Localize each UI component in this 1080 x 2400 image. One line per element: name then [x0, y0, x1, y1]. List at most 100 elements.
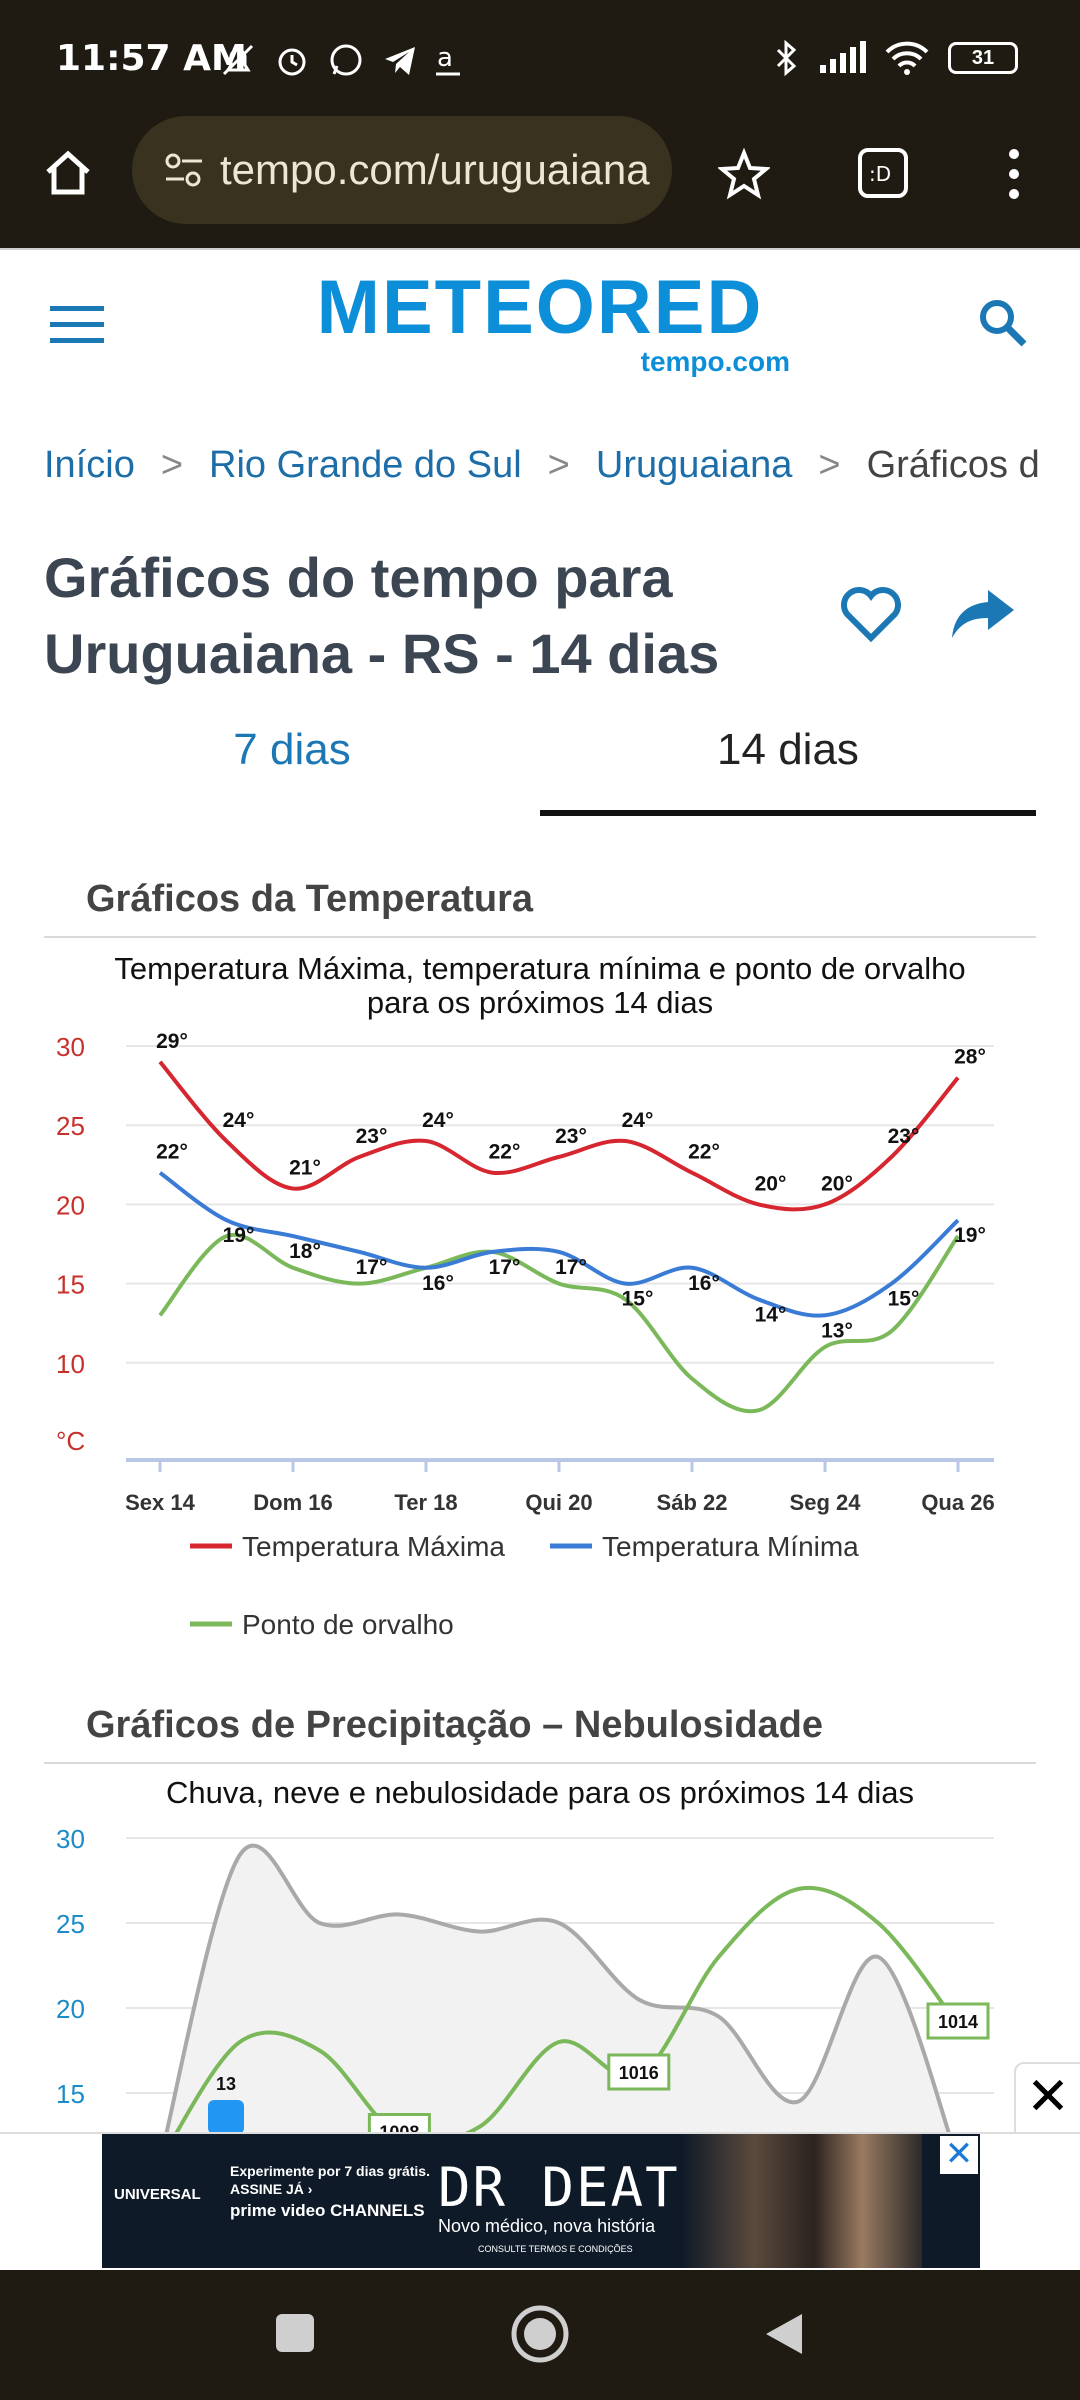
- search-icon[interactable]: [976, 296, 1030, 350]
- precipitation-chart: 30252015100510081016101413: [56, 1824, 994, 2134]
- ad-promo: Experimente por 7 dias grátis. ASSINE JÁ…: [230, 2163, 430, 2220]
- data-label: 23°: [888, 1125, 920, 1148]
- y-tick-label: 20: [56, 1994, 85, 2024]
- data-label: 17°: [489, 1256, 521, 1279]
- x-tick-label: Ter 18: [394, 1490, 457, 1515]
- ad-close-icon[interactable]: ✕: [940, 2136, 978, 2174]
- share-icon[interactable]: [950, 588, 1016, 640]
- breadcrumb-chevron-icon: >: [818, 444, 841, 486]
- data-label: 22°: [489, 1141, 521, 1164]
- breadcrumb-chevron-icon: >: [547, 444, 570, 486]
- svg-text::D: :D: [869, 162, 891, 186]
- whatsapp-icon: [330, 44, 362, 76]
- home-circle-icon[interactable]: [510, 2304, 570, 2364]
- breadcrumb-state[interactable]: Rio Grande do Sul: [209, 444, 522, 486]
- data-label: 13°: [821, 1319, 853, 1342]
- y-tick-label: 30: [56, 1032, 85, 1062]
- data-label: 15°: [888, 1288, 920, 1311]
- data-label: 21°: [289, 1157, 321, 1180]
- tab-7-dias[interactable]: 7 dias: [233, 725, 351, 774]
- ad-subtitle: Novo médico, nova história: [438, 2216, 656, 2236]
- data-label: 24°: [422, 1109, 454, 1132]
- data-label: 19°: [223, 1224, 255, 1247]
- bluetooth-icon: [776, 39, 797, 77]
- cloud-line: [164, 1843, 952, 2134]
- signal-icon: [820, 41, 866, 73]
- status-time: 11:57 AM: [56, 38, 247, 79]
- breadcrumb: Início > Rio Grande do Sul > Uruguaiana > Gráf…: [44, 444, 1044, 487]
- breadcrumb-current: Gráficos d: [866, 444, 1040, 486]
- x-tick-label: Dom 16: [253, 1490, 332, 1515]
- breadcrumb-inicio[interactable]: Início: [44, 444, 135, 486]
- data-label: 17°: [555, 1256, 587, 1279]
- ad-banner[interactable]: UNIVERSAL Experimente por 7 dias grátis.…: [102, 2134, 980, 2268]
- data-label: 17°: [356, 1256, 388, 1279]
- cloud-area: [166, 1845, 950, 2134]
- ad-studio: UNIVERSAL: [114, 2186, 201, 2203]
- telegram-icon: [385, 47, 415, 75]
- y-tick-label: 15: [56, 2079, 85, 2109]
- y-tick-label: 25: [56, 1111, 85, 1141]
- pressure-label: 1016: [619, 2063, 659, 2083]
- series-line: [158, 1232, 960, 1414]
- temperature-chart: 30 25 20 15 10 °C Sex 14 Dom 16 Ter 18 Qui 20 Sáb …: [56, 1030, 995, 1640]
- close-ad-button[interactable]: ✕: [1014, 2062, 1080, 2132]
- page-title: Gráficos do tempo para Uruguaiana - RS -…: [44, 546, 720, 685]
- x-tick-label: Sáb 22: [657, 1490, 728, 1515]
- more-options-icon[interactable]: [1002, 146, 1026, 202]
- section-divider: [44, 936, 1036, 938]
- data-label: 14°: [755, 1303, 787, 1326]
- pressure-box: [607, 2053, 671, 2091]
- legend-label: Ponto de orvalho: [242, 1609, 454, 1640]
- system-icons: 31: [774, 38, 1018, 78]
- data-label: 19°: [954, 1224, 986, 1247]
- meteored-logo[interactable]: METEORED tempo.com: [316, 265, 790, 377]
- site-header: METEORED tempo.com: [0, 248, 1080, 398]
- recents-square-icon[interactable]: [274, 2312, 316, 2354]
- back-triangle-icon[interactable]: [762, 2310, 806, 2358]
- breadcrumb-chevron-icon: >: [160, 444, 184, 486]
- battery-icon: 31: [948, 42, 1018, 74]
- series-line: [158, 1171, 960, 1318]
- x-tick-label: Sex 14: [125, 1490, 195, 1515]
- x-tick-label: Qua 26: [921, 1490, 994, 1515]
- temperature-chart-title: Temperatura Máxima, temperatura mínima e…: [114, 951, 966, 1020]
- favorite-heart-icon[interactable]: [840, 586, 902, 642]
- data-label: 16°: [688, 1272, 720, 1295]
- precip-bar: [208, 2100, 244, 2134]
- alarm-icon: [278, 48, 306, 76]
- precipitation-section-heading: Gráficos de Precipitação – Nebulosidade: [86, 1704, 824, 1746]
- precipitation-chart-title: Chuva, neve e nebulosidade para os próxi…: [166, 1775, 914, 1810]
- svg-text:a: a: [437, 43, 453, 73]
- data-label: 24°: [622, 1109, 654, 1132]
- tab-14-dias[interactable]: 14 dias: [540, 700, 1036, 816]
- mute-icon: [222, 44, 254, 76]
- address-bar[interactable]: tempo.com/uruguaiana: [132, 116, 672, 224]
- y-tick-label: 15: [56, 1270, 85, 1300]
- ad-title: DR DEATH: [438, 2156, 715, 2219]
- pressure-label: 1014: [938, 2012, 978, 2032]
- data-label: 24°: [223, 1109, 255, 1132]
- hamburger-menu-icon[interactable]: [50, 304, 104, 344]
- browser-toolbar: tempo.com/uruguaiana :D: [0, 116, 1080, 248]
- y-unit-label: °C: [56, 1426, 85, 1456]
- x-tick-label: Seg 24: [790, 1490, 862, 1515]
- home-icon[interactable]: [40, 144, 96, 200]
- bookmark-star-icon[interactable]: [718, 148, 770, 200]
- site-settings-icon[interactable]: [162, 148, 206, 192]
- legend-label: Temperatura Máxima: [242, 1531, 505, 1562]
- system-nav-bar: [0, 2270, 1080, 2400]
- x-tick-label: Qui 20: [525, 1490, 592, 1515]
- data-label: 22°: [156, 1141, 188, 1164]
- wifi-icon: [885, 41, 929, 75]
- section-divider: [44, 1762, 1036, 1764]
- data-label: 29°: [156, 1030, 188, 1053]
- pressure-box: [926, 2002, 990, 2040]
- period-tabs: 7 dias 14 dias: [44, 700, 1036, 816]
- tab-switcher-icon[interactable]: :D: [856, 146, 910, 200]
- data-label: 23°: [555, 1125, 587, 1148]
- breadcrumb-city[interactable]: Uruguaiana: [595, 444, 793, 486]
- temperature-section-heading: Gráficos da Temperatura: [86, 878, 534, 920]
- status-bar: 11:57 AM a 31: [0, 0, 1080, 116]
- y-tick-label: 30: [56, 1824, 85, 1854]
